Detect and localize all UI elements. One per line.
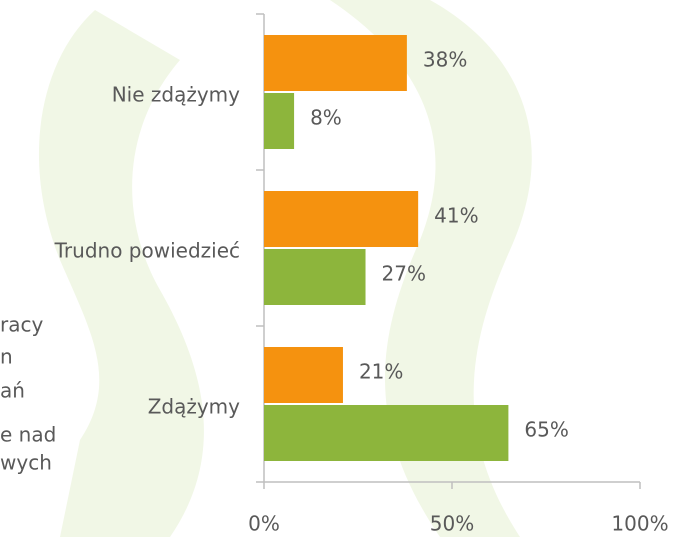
category-label: Trudno powiedzieć <box>54 239 240 263</box>
category-label: Nie zdążymy <box>112 83 240 107</box>
x-tick-label: 100% <box>611 512 668 536</box>
data-label: 41% <box>434 204 478 228</box>
annotation: e nad <box>0 423 56 447</box>
bar <box>264 93 294 149</box>
page: racy n ań e nad wych 0% 50% 100% Nie zdążymy 38% 8… <box>0 0 680 537</box>
data-label: 38% <box>423 48 467 72</box>
x-tick-label: 0% <box>248 512 280 536</box>
data-label: 8% <box>310 106 342 130</box>
data-label: 65% <box>524 418 568 442</box>
bar <box>264 191 418 247</box>
data-label: 21% <box>359 360 403 384</box>
annotation: ań <box>0 379 25 403</box>
bar <box>264 249 366 305</box>
bar <box>264 35 407 91</box>
category-label: Zdążymy <box>148 395 240 419</box>
annotation: wych <box>0 451 52 475</box>
data-label: 27% <box>382 262 426 286</box>
bar <box>264 347 343 403</box>
chart: racy n ań e nad wych 0% 50% 100% Nie zdążymy 38% 8… <box>0 0 680 537</box>
annotation: n <box>0 345 13 369</box>
annotation: racy <box>0 313 43 337</box>
bar <box>264 405 508 461</box>
x-tick-label: 50% <box>430 512 474 536</box>
